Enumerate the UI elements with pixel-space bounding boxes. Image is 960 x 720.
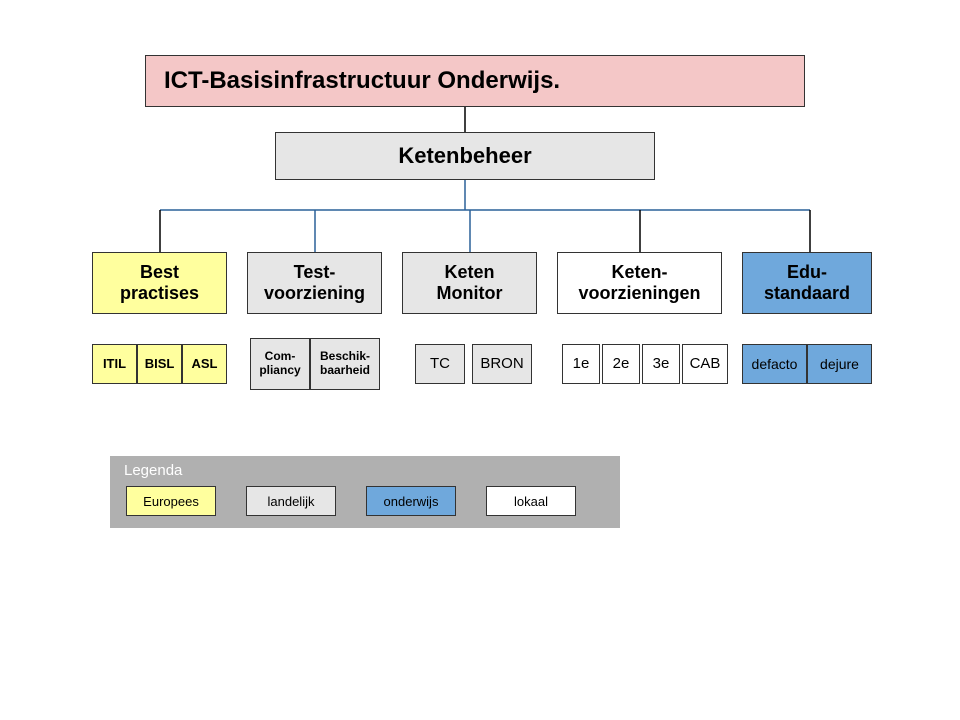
box-keten-monitor: Keten Monitor: [402, 252, 537, 314]
box-best-label: Best practises: [120, 262, 199, 303]
box-edu-label: Edu- standaard: [764, 262, 850, 303]
diagram-canvas: ICT-Basisinfrastructuur Onderwijs. Keten…: [0, 0, 960, 720]
box-ketenbeheer: Ketenbeheer: [275, 132, 655, 180]
box-testvoorziening: Test- voorziening: [247, 252, 382, 314]
box-ketenbeheer-label: Ketenbeheer: [398, 143, 531, 168]
box-tc: TC: [415, 344, 465, 384]
box-itil: ITIL: [92, 344, 137, 384]
box-asl: ASL: [182, 344, 227, 384]
box-2e: 2e: [602, 344, 640, 384]
box-keten-voorzieningen: Keten- voorzieningen: [557, 252, 722, 314]
box-beschikbaarheid: Beschik- baarheid: [310, 338, 380, 390]
legend-swatch-onderwijs: onderwijs: [366, 486, 456, 516]
box-1e: 1e: [562, 344, 600, 384]
box-edustandaard: Edu- standaard: [742, 252, 872, 314]
box-compliancy: Com- pliancy: [250, 338, 310, 390]
box-title: ICT-Basisinfrastructuur Onderwijs.: [145, 55, 805, 107]
box-cab: CAB: [682, 344, 728, 384]
legend-swatch-lokaal: lokaal: [486, 486, 576, 516]
box-3e: 3e: [642, 344, 680, 384]
box-best-practises: Best practises: [92, 252, 227, 314]
box-bisl: BISL: [137, 344, 182, 384]
box-defacto: defacto: [742, 344, 807, 384]
box-title-label: ICT-Basisinfrastructuur Onderwijs.: [164, 67, 560, 95]
legend-swatch-europees: Europees: [126, 486, 216, 516]
box-bron: BRON: [472, 344, 532, 384]
box-keten-monitor-label: Keten Monitor: [437, 262, 503, 303]
box-keten-voorz-label: Keten- voorzieningen: [578, 262, 700, 303]
box-dejure: dejure: [807, 344, 872, 384]
box-test-label: Test- voorziening: [264, 262, 365, 303]
legend-title: Legenda: [124, 462, 182, 479]
legend-swatch-landelijk: landelijk: [246, 486, 336, 516]
